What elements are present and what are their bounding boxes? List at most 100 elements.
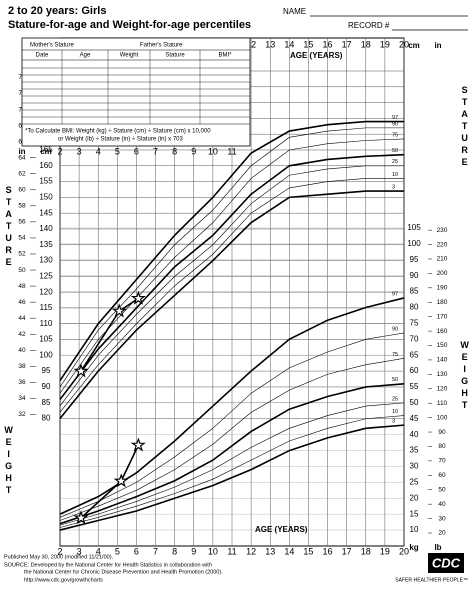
x-tick-label: 4 (96, 146, 101, 156)
cm-tick-label: 140 (39, 224, 53, 233)
percentile-curve (59, 138, 405, 394)
kg-tick-label: 65 (410, 350, 419, 359)
x-tick-label: 9 (191, 546, 196, 556)
percentile-label: 75 (392, 352, 398, 358)
x-tick-label: 19 (380, 39, 390, 49)
kg-tick-label: 35 (410, 446, 419, 455)
in-tick-label: 44 (18, 315, 26, 322)
in-tick-label: 60 (18, 187, 26, 194)
kg-tick-label: 105 (407, 223, 421, 232)
cdc-logo-text: CDC (432, 555, 461, 570)
percentile-label: 10 (392, 409, 398, 415)
cm-tick-label: 105 (39, 335, 53, 344)
x-tick-label: 14 (284, 546, 294, 556)
subtitle: Stature-for-age and Weight-for-age perce… (8, 19, 251, 31)
percentile-label: 50 (392, 377, 398, 383)
percentile-label: 90 (392, 121, 398, 127)
kg-tick-label: 50 (410, 398, 419, 407)
percentile-curve (59, 402, 405, 526)
in-tick-label: 56 (18, 219, 26, 226)
x-tick-label: 2 (57, 546, 62, 556)
footer-line: SOURCE: Developed by the National Center… (4, 562, 212, 568)
table-box (21, 37, 251, 147)
kg-tick-label: 40 (410, 430, 419, 439)
lb-tick-label: 220 (437, 241, 448, 248)
cm-tick-label: 110 (40, 319, 53, 328)
in-tick-label: 48 (18, 283, 26, 290)
in-tick-label: 50 (18, 267, 26, 274)
percentile-label: 3 (392, 185, 395, 191)
cm-tick-label: 130 (39, 256, 53, 265)
percentile-label: 75 (392, 132, 398, 138)
x-tick-label: 15 (303, 546, 313, 556)
column-header: Date (36, 53, 49, 59)
kg-tick-label: 75 (410, 318, 419, 327)
kg-tick-label: 90 (410, 271, 419, 280)
percentile-curve (59, 424, 405, 531)
x-tick-label: 3 (77, 146, 82, 156)
footer-line: http://www.cdc.gov/growthcharts (24, 577, 103, 583)
cm-tick-label: 150 (39, 192, 53, 201)
x-tick-label: 10 (208, 546, 218, 556)
unit-label: in (434, 41, 441, 50)
kg-tick-label: 70 (410, 334, 419, 343)
percentile-curve (59, 165, 404, 407)
kg-tick-label: 100 (407, 239, 421, 248)
percentile-curve (59, 153, 405, 401)
in-tick-label: 58 (18, 203, 26, 210)
cm-tick-label: 95 (42, 366, 51, 375)
x-tick-label: 8 (172, 146, 177, 156)
lb-tick-label: 140 (437, 357, 448, 364)
lb-tick-label: 70 (438, 458, 446, 465)
column-header: Age (80, 53, 91, 59)
percentile-label: 25 (392, 396, 398, 402)
cm-tick-label: 160 (39, 161, 53, 170)
cdc-logo (428, 553, 464, 573)
kg-tick-label: 60 (410, 366, 419, 375)
cm-tick-label: 155 (39, 177, 53, 186)
kg-tick-label: 95 (410, 255, 419, 264)
x-tick-label: 5 (115, 546, 120, 556)
lb-tick-label: 150 (437, 342, 448, 349)
percentile-label: 97 (392, 115, 398, 121)
x-tick-label: 7 (153, 546, 158, 556)
lb-tick-label: 210 (437, 256, 448, 263)
kg-tick-label: 10 (410, 525, 419, 534)
in-tick-label: 62 (18, 170, 26, 177)
x-tick-label: 11 (227, 546, 236, 556)
footer-line: the National Center for Chronic Disease … (24, 569, 223, 575)
x-tick-label: 9 (191, 146, 196, 156)
lb-tick-label: 80 (438, 443, 446, 450)
kg-tick-label: 80 (410, 303, 419, 312)
lb-tick-label: 100 (437, 414, 448, 421)
mother-stature: Mother's Stature (30, 43, 74, 49)
kg-tick-label: 30 (410, 462, 419, 471)
percentile-curve (59, 382, 405, 525)
unit-label: in (18, 147, 25, 156)
lb-tick-label: 170 (437, 313, 448, 320)
measurement-star (130, 290, 146, 305)
title: 2 to 20 years: Girls (8, 5, 106, 17)
column-header: Weight (120, 53, 139, 59)
father-stature: Father's Stature (140, 43, 183, 49)
lb-tick-label: 230 (437, 227, 448, 234)
x-tick-label: 18 (361, 39, 371, 49)
labels: 2 3 4 5 6 7 8 9 10 11 (57, 146, 236, 156)
x-tick-label: 7 (153, 146, 158, 156)
footer-line: Published May 30, 2000 (modified 11/21/0… (4, 554, 114, 560)
in-tick-label: 40 (18, 347, 26, 354)
kg-tick-label: 55 (410, 382, 419, 391)
in-tick-label: 38 (18, 363, 26, 370)
lb-tick-label: 50 (438, 486, 446, 493)
percentile-curve (59, 415, 405, 528)
column-header: BMI* (218, 53, 232, 59)
lb-tick-label: 130 (437, 371, 448, 378)
in-tick-label: 64 (18, 154, 26, 161)
percentile-curve (59, 332, 405, 518)
kg-tick-label: 85 (410, 287, 419, 296)
x-tick-label: 12 (246, 39, 256, 49)
lb-tick-label: 20 (438, 530, 446, 537)
x-tick-label: 6 (134, 146, 139, 156)
unit-label: lb (434, 543, 441, 552)
